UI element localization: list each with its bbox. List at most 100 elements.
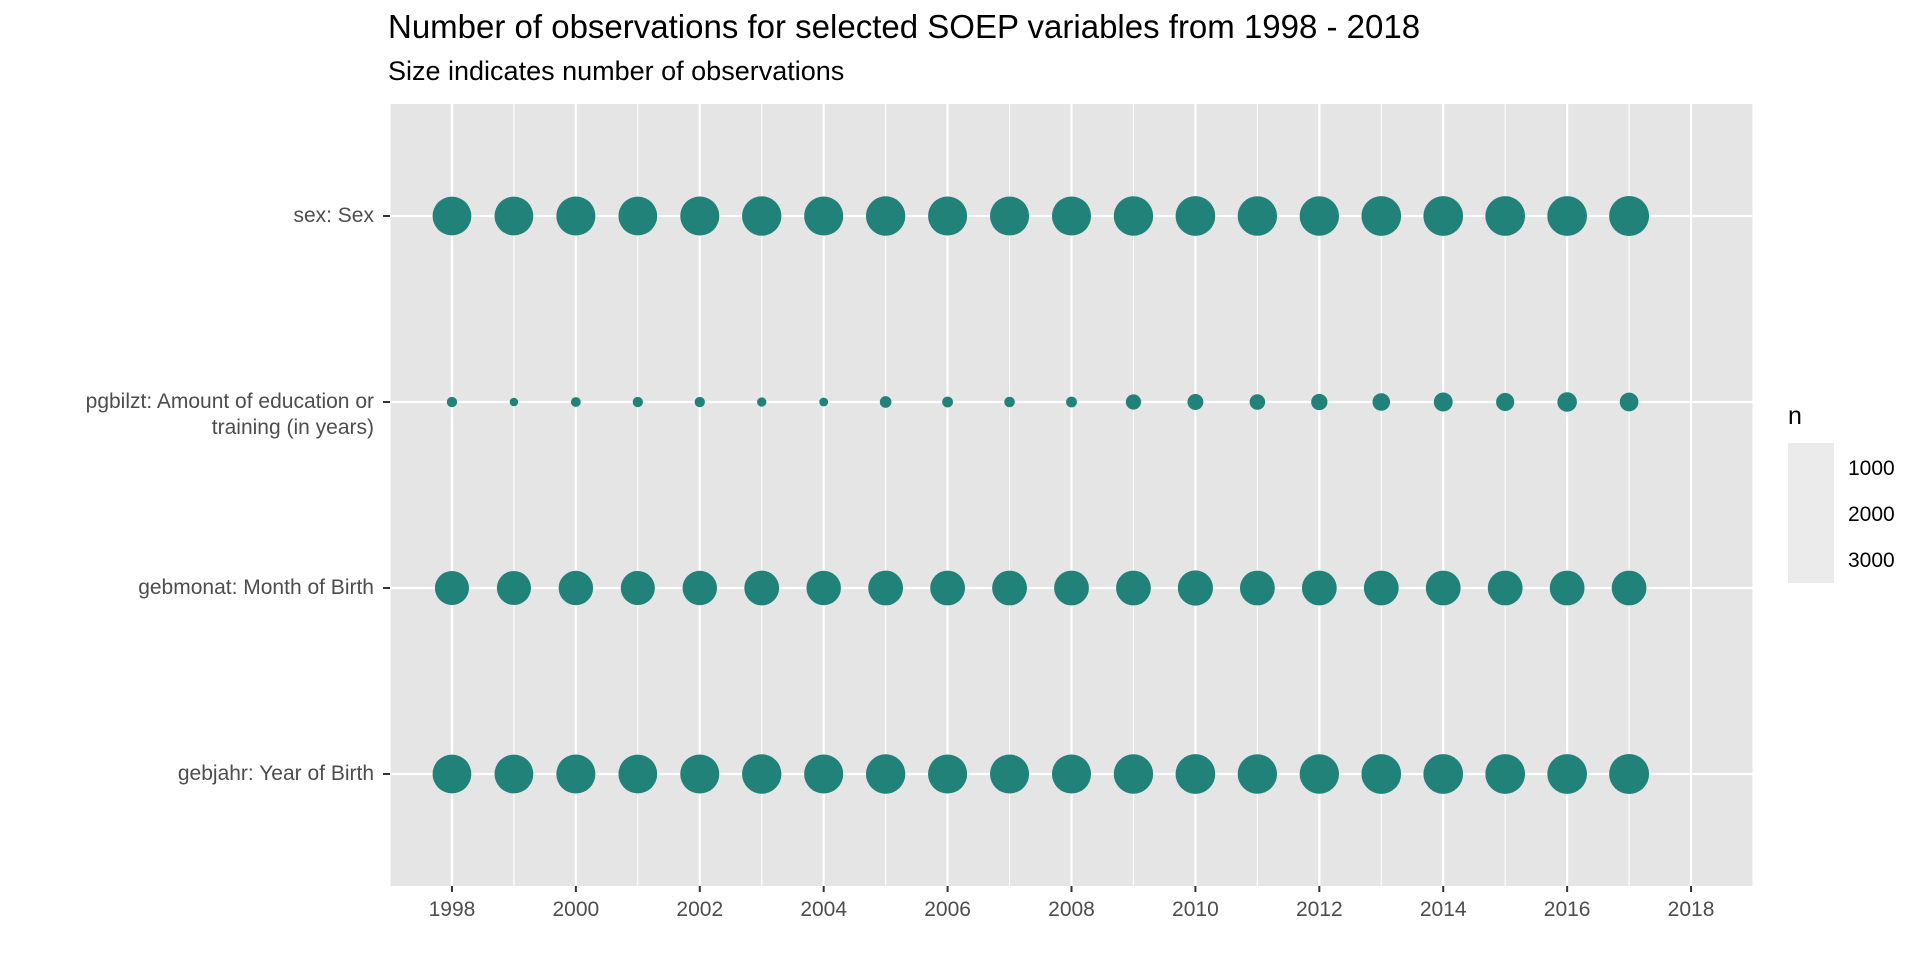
data-point	[1372, 393, 1391, 411]
data-point	[1363, 570, 1399, 606]
legend-label: 2000	[1848, 503, 1895, 526]
data-point	[558, 570, 594, 606]
x-tick-label: 2014	[1420, 898, 1467, 921]
data-point	[1485, 196, 1526, 236]
y-tick-label: sex: Sex	[293, 203, 374, 229]
x-tick-label: 2018	[1668, 898, 1715, 921]
chart-title: Number of observations for selected SOEP…	[388, 8, 1421, 45]
data-point	[446, 396, 458, 408]
data-point	[819, 397, 829, 407]
y-tick-label: gebmonat: Month of Birth	[138, 575, 374, 601]
data-point	[1609, 196, 1650, 236]
data-point	[868, 570, 904, 606]
x-tick-label: 2006	[924, 898, 971, 921]
x-tick-label: 2002	[676, 898, 723, 921]
chart-subtitle: Size indicates number of observations	[388, 56, 845, 86]
data-point	[570, 397, 581, 407]
data-point	[694, 396, 705, 408]
data-point	[432, 196, 472, 236]
data-point	[1054, 570, 1089, 606]
data-point	[494, 196, 534, 236]
x-tick-label: 2004	[800, 898, 847, 921]
legend-title: n	[1788, 402, 1802, 430]
x-tick-label: 2012	[1296, 898, 1343, 921]
data-point	[1301, 570, 1337, 606]
data-point	[865, 196, 906, 236]
data-point	[1487, 570, 1523, 606]
y-tick-label-line: training (in years)	[211, 416, 374, 439]
data-point	[632, 396, 643, 408]
data-point	[992, 570, 1027, 606]
data-point	[990, 196, 1030, 236]
data-point	[1249, 394, 1266, 410]
data-point	[1423, 196, 1464, 236]
data-point	[434, 570, 470, 606]
data-point	[1361, 196, 1402, 236]
y-tick-label-line: gebmonat: Month of Birth	[138, 576, 374, 599]
data-point	[620, 570, 655, 606]
data-point	[1425, 570, 1461, 606]
x-tick-label: 2016	[1544, 898, 1591, 921]
x-tick-label: 2010	[1172, 898, 1219, 921]
data-point	[1237, 754, 1278, 794]
data-point	[1423, 754, 1464, 794]
y-tick-label-line: pgbilzt: Amount of education or	[85, 390, 374, 413]
y-tick-label: gebjahr: Year of Birth	[178, 761, 374, 787]
data-point	[1557, 392, 1577, 412]
data-point	[509, 397, 519, 407]
data-point	[680, 196, 720, 236]
data-point	[1125, 394, 1142, 410]
data-point	[742, 754, 782, 794]
data-point	[744, 570, 780, 606]
data-point	[942, 396, 953, 408]
data-point	[680, 754, 720, 794]
data-point	[1485, 754, 1526, 794]
data-point	[1113, 196, 1154, 236]
data-point	[496, 570, 531, 606]
data-point	[1609, 754, 1650, 794]
data-point	[804, 754, 844, 794]
data-point	[1611, 570, 1647, 606]
data-point	[804, 196, 844, 236]
x-tick-label: 2000	[553, 898, 600, 921]
data-point	[1051, 754, 1092, 794]
data-point	[1311, 393, 1328, 411]
data-point	[1619, 392, 1639, 412]
y-tick-label: pgbilzt: Amount of education or training …	[86, 389, 374, 441]
data-point	[990, 754, 1030, 794]
data-point	[494, 754, 534, 794]
data-point	[1496, 392, 1515, 412]
data-point	[1177, 570, 1213, 606]
data-point	[1051, 196, 1092, 236]
data-point	[556, 196, 596, 236]
data-point	[1549, 570, 1585, 606]
data-point	[618, 754, 658, 794]
data-point	[1187, 394, 1204, 410]
data-point	[930, 570, 965, 606]
data-point	[806, 570, 841, 606]
data-point	[865, 754, 906, 794]
data-point	[757, 397, 767, 407]
data-point	[1116, 570, 1151, 606]
data-point	[1361, 754, 1402, 794]
data-point	[928, 196, 968, 236]
data-point	[1237, 196, 1278, 236]
data-point	[618, 196, 658, 236]
data-point	[879, 396, 892, 408]
data-point	[1066, 396, 1077, 408]
data-point	[432, 754, 472, 794]
legend-key-background	[1788, 443, 1834, 583]
data-point	[1113, 754, 1154, 794]
data-point	[682, 570, 718, 606]
data-point	[556, 754, 596, 794]
data-point	[1433, 392, 1453, 412]
x-tick-label: 1998	[429, 898, 476, 921]
data-point	[1299, 196, 1340, 236]
data-point	[1175, 196, 1216, 236]
data-point	[1547, 196, 1587, 236]
data-point	[1547, 754, 1587, 794]
legend-label: 1000	[1848, 457, 1895, 480]
legend-label: 3000	[1848, 549, 1895, 572]
x-tick-label: 2008	[1048, 898, 1095, 921]
